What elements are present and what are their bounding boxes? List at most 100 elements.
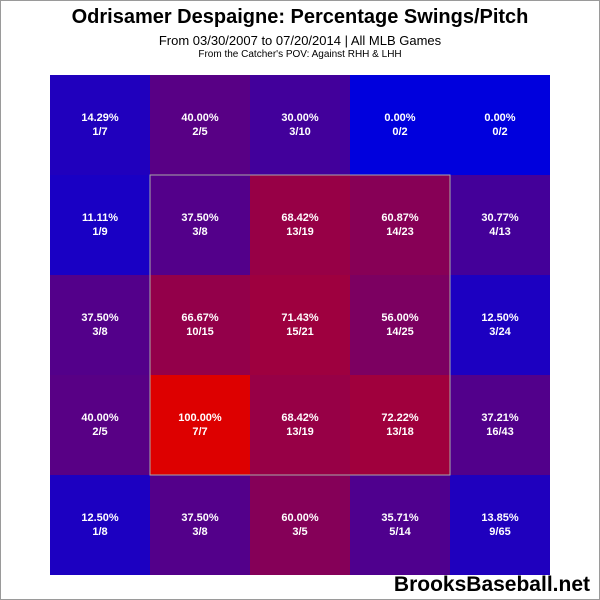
zone-cell-fill bbox=[250, 375, 350, 475]
zone-cell-percent: 68.42% bbox=[281, 212, 319, 224]
zone-cell: 30.00% 3/10 bbox=[250, 75, 350, 175]
zone-cell-fraction: 3/8 bbox=[192, 226, 207, 238]
zone-cell-fill bbox=[150, 75, 250, 175]
zone-cell: 37.50% 3/8 bbox=[150, 175, 250, 275]
zone-cell: 71.43% 15/21 bbox=[250, 275, 350, 375]
zone-cell: 37.50% 3/8 bbox=[50, 275, 150, 375]
zone-cell: 37.50% 3/8 bbox=[150, 475, 250, 575]
zone-cell-fraction: 1/7 bbox=[92, 126, 107, 138]
zone-cell-fill bbox=[450, 175, 550, 275]
zone-cell-fill bbox=[350, 475, 450, 575]
zone-cell: 13.85% 9/65 bbox=[450, 475, 550, 575]
zone-cell-fraction: 0/2 bbox=[492, 126, 507, 138]
zone-cell-fill bbox=[150, 475, 250, 575]
zone-cell-percent: 12.50% bbox=[81, 512, 119, 524]
zone-cell-percent: 37.50% bbox=[181, 512, 219, 524]
zone-cell-fill bbox=[150, 375, 250, 475]
zone-cell-percent: 37.21% bbox=[481, 412, 519, 424]
zone-cell-fraction: 3/8 bbox=[192, 526, 207, 538]
zone-cell-fill bbox=[50, 275, 150, 375]
chart-subtitle-pov: From the Catcher's POV: Against RHH & LH… bbox=[198, 49, 402, 60]
zone-cell-percent: 0.00% bbox=[484, 112, 515, 124]
zone-cell: 72.22% 13/18 bbox=[350, 375, 450, 475]
zone-cell-fraction: 0/2 bbox=[392, 126, 407, 138]
zone-cell-fill bbox=[350, 175, 450, 275]
zone-cell-fraction: 1/8 bbox=[92, 526, 107, 538]
zone-cell-percent: 12.50% bbox=[481, 312, 519, 324]
zone-cell: 12.50% 1/8 bbox=[50, 475, 150, 575]
zone-cell: 60.00% 3/5 bbox=[250, 475, 350, 575]
zone-cell: 56.00% 14/25 bbox=[350, 275, 450, 375]
zone-cell-fill bbox=[50, 75, 150, 175]
zone-cell-fraction: 3/24 bbox=[489, 326, 511, 338]
zone-cell: 11.11% 1/9 bbox=[50, 175, 150, 275]
zone-cell-percent: 30.00% bbox=[281, 112, 319, 124]
strike-zone-outline bbox=[149, 174, 451, 476]
zone-cell-fraction: 13/18 bbox=[386, 426, 414, 438]
zone-cell-percent: 0.00% bbox=[384, 112, 415, 124]
zone-cell-fraction: 2/5 bbox=[92, 426, 107, 438]
zone-cell-fill bbox=[50, 475, 150, 575]
zone-cell-fraction: 5/14 bbox=[389, 526, 411, 538]
zone-cell-percent: 13.85% bbox=[481, 512, 519, 524]
zone-cell-fraction: 13/19 bbox=[286, 226, 314, 238]
zone-cell-fill bbox=[250, 75, 350, 175]
zone-cell: 37.21% 16/43 bbox=[450, 375, 550, 475]
chart-title: Odrisamer Despaigne: Percentage Swings/P… bbox=[71, 6, 529, 28]
zone-cell: 12.50% 3/24 bbox=[450, 275, 550, 375]
zone-cell-percent: 37.50% bbox=[81, 312, 119, 324]
zone-cell-fill bbox=[450, 475, 550, 575]
zone-cell-fraction: 15/21 bbox=[286, 326, 314, 338]
zone-cell: 68.42% 13/19 bbox=[250, 375, 350, 475]
zone-cell-fill bbox=[450, 275, 550, 375]
zone-cell-fraction: 7/7 bbox=[192, 426, 207, 438]
zone-cell-fraction: 3/8 bbox=[92, 326, 107, 338]
zone-cell-percent: 68.42% bbox=[281, 412, 319, 424]
zone-cell-fraction: 2/5 bbox=[192, 126, 207, 138]
zone-cell-fill bbox=[150, 275, 250, 375]
zone-cell-fraction: 10/15 bbox=[186, 326, 214, 338]
zone-cell-percent: 11.11% bbox=[82, 212, 118, 224]
zone-cell-fraction: 13/19 bbox=[286, 426, 314, 438]
zone-cell-percent: 60.87% bbox=[381, 212, 419, 224]
zone-cell-percent: 37.50% bbox=[181, 212, 219, 224]
zone-cell: 14.29% 1/7 bbox=[50, 75, 150, 175]
zone-cell-percent: 72.22% bbox=[381, 412, 419, 424]
zone-cell-fill bbox=[250, 475, 350, 575]
zone-cell-fill bbox=[350, 375, 450, 475]
zone-cell-fill bbox=[50, 375, 150, 475]
zone-cell: 0.00% 0/2 bbox=[350, 75, 450, 175]
zone-cell-fraction: 14/23 bbox=[386, 226, 414, 238]
chart-subtitle: From 03/30/2007 to 07/20/2014 | All MLB … bbox=[158, 33, 442, 48]
zone-cell-fill bbox=[250, 175, 350, 275]
zone-cell-fraction: 3/5 bbox=[292, 526, 307, 538]
zone-cell-percent: 56.00% bbox=[381, 312, 419, 324]
zone-cell: 0.00% 0/2 bbox=[450, 75, 550, 175]
zone-cell-fraction: 4/13 bbox=[489, 226, 510, 238]
zone-cell-percent: 30.77% bbox=[481, 212, 519, 224]
zone-cell-fill bbox=[350, 75, 450, 175]
zone-cell-percent: 35.71% bbox=[381, 512, 419, 524]
zone-cell: 30.77% 4/13 bbox=[450, 175, 550, 275]
zone-cell: 60.87% 14/23 bbox=[350, 175, 450, 275]
zone-cell: 66.67% 10/15 bbox=[150, 275, 250, 375]
zone-cell-fraction: 9/65 bbox=[489, 526, 510, 538]
zone-cell-percent: 66.67% bbox=[181, 312, 219, 324]
zone-cell-fill bbox=[450, 375, 550, 475]
zone-cell: 40.00% 2/5 bbox=[50, 375, 150, 475]
zone-cell-percent: 60.00% bbox=[281, 512, 319, 524]
zone-cell-fill bbox=[350, 275, 450, 375]
zone-cell-fill bbox=[50, 175, 150, 275]
zone-cell-fill bbox=[150, 175, 250, 275]
zone-cell-percent: 40.00% bbox=[181, 112, 219, 124]
zone-cell: 100.00% 7/7 bbox=[150, 375, 250, 475]
zone-cell-fraction: 3/10 bbox=[289, 126, 310, 138]
zone-cell-percent: 71.43% bbox=[281, 312, 319, 324]
zone-cell-percent: 40.00% bbox=[81, 412, 119, 424]
zone-cell-percent: 14.29% bbox=[81, 112, 119, 124]
zone-cell: 40.00% 2/5 bbox=[150, 75, 250, 175]
zone-cell: 68.42% 13/19 bbox=[250, 175, 350, 275]
zone-cell-fill bbox=[250, 275, 350, 375]
zone-cell-fraction: 14/25 bbox=[386, 326, 414, 338]
